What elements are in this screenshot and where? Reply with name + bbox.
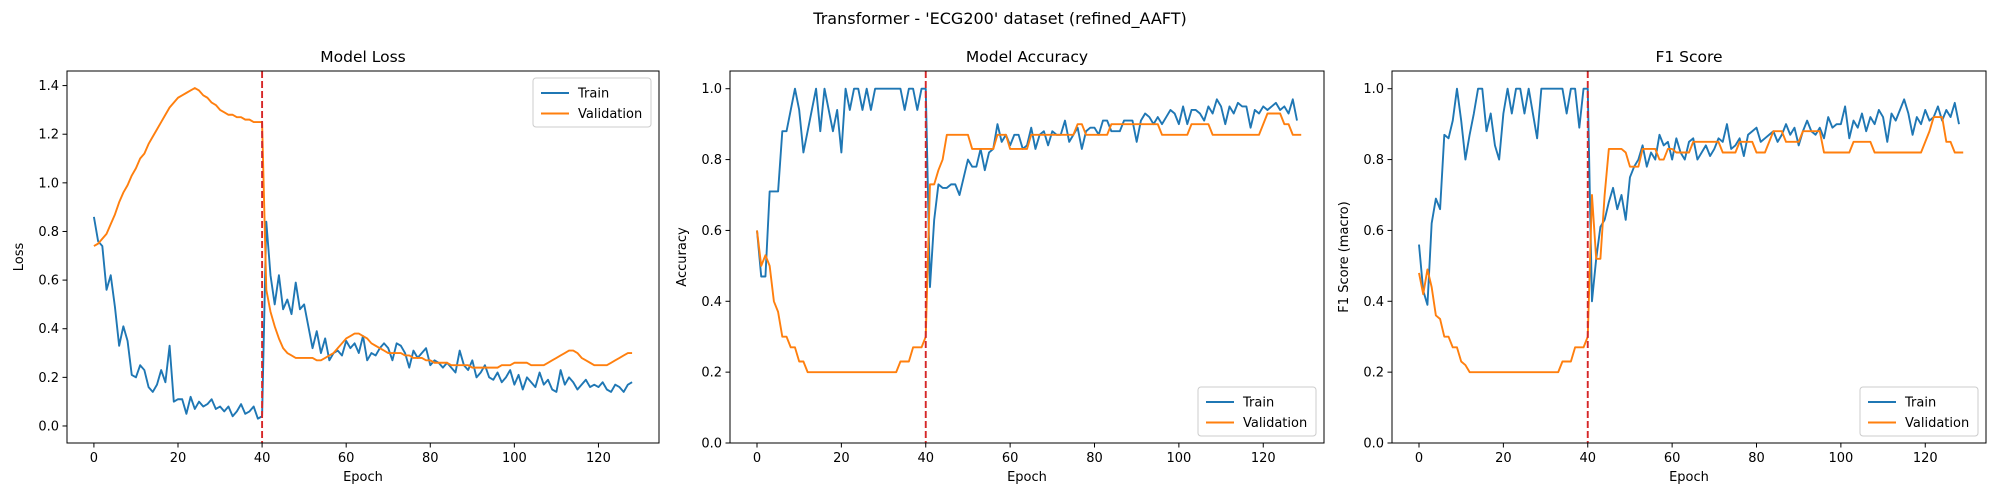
legend-label-train: Train [1242,396,1274,411]
x-tick-label: 60 [338,451,355,466]
x-tick-label: 120 [1251,451,1276,466]
legend-box [1197,386,1317,437]
plot-frame [729,70,1325,444]
plot-frame [1391,70,1987,444]
x-tick-label: 60 [1002,451,1019,466]
x-tick-label: 80 [1086,451,1103,466]
y-tick-label: 0.2 [701,366,722,381]
chart-panel-3: F1 Score 0 20 40 60 80 100 120 Epoch 0.0 0.2 0.4 0.6… [1337,48,1987,485]
y-tick-label: 1.4 [38,79,59,94]
y-tick-label: 0.4 [701,295,722,310]
x-tick-label: 120 [586,451,611,466]
chart-panel-1: Model Loss 0 20 40 60 80 100 120 Epoch 0.0 0.2 0.4 0… [12,48,660,485]
y-tick-label: 1.2 [38,128,59,143]
x-tick-label: 40 [254,451,271,466]
y-tick-label: 0.6 [1363,224,1384,239]
y-tick-label: 0.6 [38,274,59,289]
legend-label-train: Train [1904,396,1936,411]
legend-label-validation: Validation [1905,416,1969,431]
legend: Train Validation [1197,386,1317,437]
x-tick-label: 0 [753,451,761,466]
series-line-validation [1418,116,1964,374]
series-line-validation [756,112,1302,374]
chart-title: F1 Score [1655,48,1722,66]
y-tick-label: 1.0 [1363,82,1384,97]
series-line-train [1418,87,1960,306]
y-axis-label: Loss [12,243,27,272]
legend: Train Validation [532,77,652,128]
x-axis-label: Epoch [1669,470,1709,485]
x-tick-label: 100 [1828,451,1853,466]
x-tick-label: 20 [1495,451,1512,466]
y-tick-label: 0.6 [701,224,722,239]
y-tick-label: 1.0 [701,82,722,97]
series-line-validation [93,87,633,369]
y-tick-label: 1.0 [38,176,59,191]
chart-title: Model Loss [320,48,405,66]
y-tick-label: 0.4 [1363,295,1384,310]
y-tick-label: 0.0 [1363,437,1384,452]
chart-panel-2: Model Accuracy 0 20 40 60 80 100 120 Epoch 0.0 0.2… [675,48,1325,485]
x-tick-label: 120 [1913,451,1938,466]
y-tick-label: 0.2 [1363,366,1384,381]
y-tick-label: 0.0 [38,419,59,434]
x-tick-label: 80 [422,451,439,466]
y-tick-label: 0.8 [701,153,722,168]
figure-suptitle: Transformer - 'ECG200' dataset (refined_… [812,9,1186,29]
x-tick-label: 0 [90,451,98,466]
x-tick-label: 20 [833,451,850,466]
x-tick-label: 100 [1166,451,1191,466]
y-tick-label: 0.8 [38,225,59,240]
x-tick-label: 100 [502,451,527,466]
y-axis-label: Accuracy [675,227,690,287]
y-tick-label: 0.4 [38,322,59,337]
x-axis-label: Epoch [1007,470,1047,485]
plot-frame [66,70,660,444]
x-axis-label: Epoch [343,470,383,485]
legend-label-validation: Validation [578,107,642,122]
x-tick-label: 0 [1415,451,1423,466]
series-line-train [756,87,1298,289]
legend: Train Validation [1859,386,1979,437]
y-tick-label: 0.8 [1363,153,1384,168]
x-tick-label: 40 [1579,451,1596,466]
legend-box [532,77,652,128]
x-tick-label: 40 [917,451,934,466]
y-tick-label: 0.0 [701,437,722,452]
y-tick-label: 0.2 [38,371,59,386]
y-axis-label: F1 Score (macro) [1337,201,1352,312]
x-tick-label: 20 [170,451,187,466]
legend-label-train: Train [577,87,609,102]
x-tick-label: 60 [1664,451,1681,466]
chart-title: Model Accuracy [966,48,1088,66]
legend-label-validation: Validation [1243,416,1307,431]
legend-box [1859,386,1979,437]
x-tick-label: 80 [1748,451,1765,466]
series-line-train [92,216,633,420]
